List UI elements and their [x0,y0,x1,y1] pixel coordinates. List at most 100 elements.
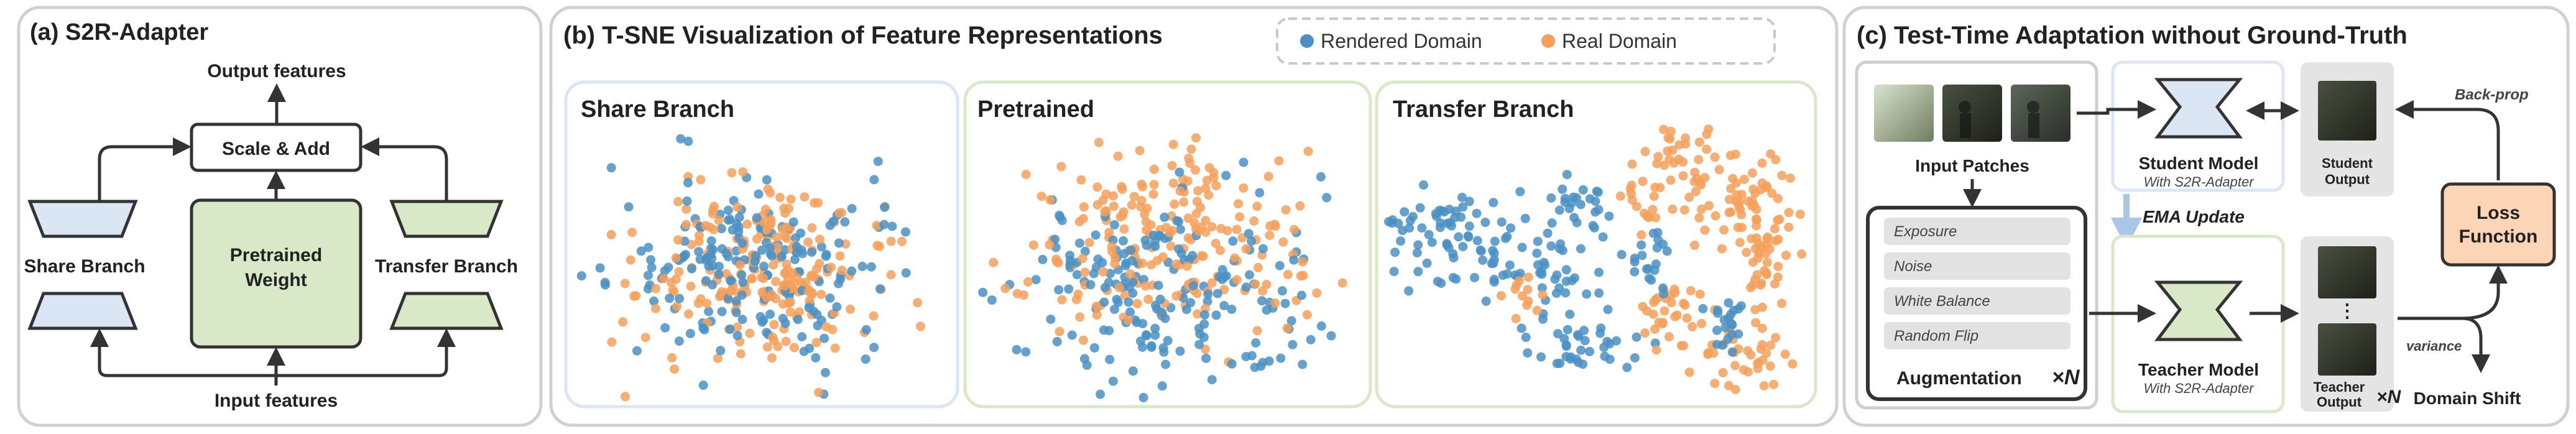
point-rendered [681,250,691,259]
legend-real-label: Real Domain [1562,30,1677,52]
point-real [785,307,795,317]
point-rendered [1256,361,1266,371]
point-rendered [757,245,767,255]
point-rendered [737,238,747,248]
point-rendered [1110,305,1119,314]
point-real [1137,258,1147,268]
point-rendered [1489,255,1499,265]
panel-c: (c) Test-Time Adaptation without Ground-… [1842,6,2570,427]
point-rendered [1065,256,1075,265]
point-rendered [1561,288,1571,298]
point-rendered [1576,345,1586,355]
point-real [1650,182,1660,192]
point-rendered [1175,167,1184,177]
point-rendered [1424,229,1434,239]
point-rendered [1712,325,1722,335]
point-rendered [1247,236,1257,246]
point-rendered [1052,336,1062,346]
point-rendered [1543,228,1553,238]
student-output-line2: Output [2325,172,2370,187]
point-rendered [1072,270,1082,280]
point-real [1179,197,1189,207]
point-real [1750,305,1760,315]
point-rendered [1630,353,1640,362]
point-real [1117,184,1127,194]
point-rendered [683,136,693,146]
point-real [1648,205,1658,215]
point-real [1052,257,1062,267]
point-rendered [1130,315,1140,325]
point-real [1763,232,1773,242]
point-rendered [765,243,775,253]
point-real [790,343,799,353]
point-rendered [1089,343,1099,353]
point-real [1515,276,1524,286]
point-real [1732,190,1742,200]
point-real [1000,284,1010,293]
point-real [1312,288,1322,298]
point-real [1678,157,1688,167]
point-real [1036,192,1046,201]
teacher-model-sub: With S2R-Adapter [2143,381,2255,396]
point-rendered [1632,332,1641,342]
point-rendered [834,238,844,248]
point-rendered [1723,334,1733,344]
point-real [1773,193,1783,203]
point-real [1076,175,1086,185]
point-real [1773,262,1783,272]
point-real [1055,326,1064,336]
point-real [1193,309,1203,319]
point-rendered [1612,336,1622,346]
point-real [1166,241,1176,251]
aug-item-white-balance [1884,287,2070,315]
point-real [1191,209,1201,219]
point-rendered [1160,313,1170,323]
figure-silhouette-2 [2027,101,2039,113]
point-rendered [1106,269,1115,279]
point-rendered [1598,232,1608,242]
point-real [629,291,639,301]
point-rendered [1554,283,1564,293]
point-real [1123,315,1133,325]
point-rendered [1553,329,1563,339]
ema-update-label: EMA Update [2143,207,2245,226]
point-rendered [1698,304,1708,313]
point-real [1752,214,1761,224]
point-real [792,273,802,283]
point-real [1719,225,1729,235]
point-real [1045,195,1055,205]
point-real [807,288,817,298]
point-rendered [1054,285,1064,295]
point-rendered [1413,267,1423,277]
point-rendered [1431,211,1441,221]
share-branch-up-block [27,200,138,238]
point-real [1274,156,1284,166]
point-rendered [1276,353,1286,363]
point-real [670,364,680,374]
teacher-model-icon [2154,280,2243,341]
point-real [1648,310,1658,319]
point-rendered [1038,254,1048,264]
student-model-label: Student Model [2139,154,2259,173]
transfer-branch-up-block [389,200,504,238]
point-rendered [1155,294,1165,304]
point-rendered [1662,246,1672,256]
point-real [1696,180,1706,190]
point-real [1694,155,1704,165]
point-real [735,260,745,270]
point-real [1788,359,1798,369]
point-real [1697,205,1707,214]
point-real [1045,240,1055,250]
point-rendered [1445,218,1455,228]
point-real [672,302,682,312]
point-real [1687,321,1697,331]
point-rendered [847,204,857,213]
point-rendered [1480,218,1490,228]
point-rendered [1478,256,1488,265]
point-rendered [1713,305,1723,315]
point-rendered [675,293,685,303]
figure-silhouette-2-body [2028,113,2039,138]
point-real [747,274,757,284]
point-rendered [632,346,642,356]
